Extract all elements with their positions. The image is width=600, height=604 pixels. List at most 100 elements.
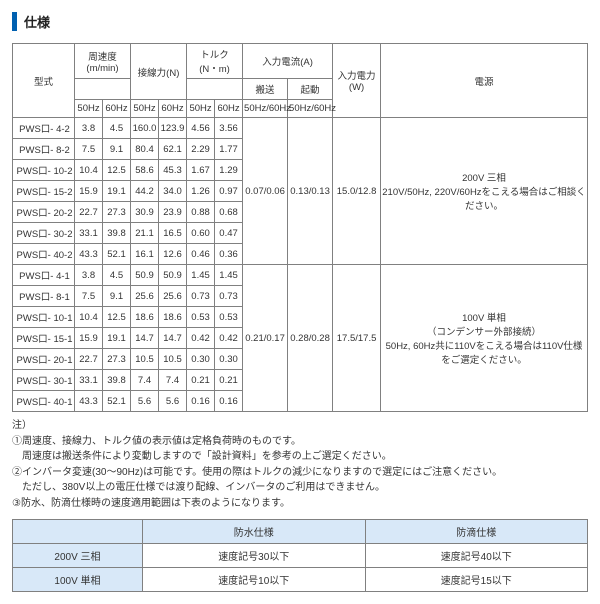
model-cell: PWS口- 20-2 xyxy=(13,202,75,223)
value-cell: 0.53 xyxy=(187,307,215,328)
model-cell: PWS口- 20-1 xyxy=(13,349,75,370)
note-line: ②インバータ変速(30～90Hz)は可能です。使用の際はトルクの減少になりますの… xyxy=(12,467,502,478)
main-spec-table: 型式 周速度 (m/min) 接線力(N) トルク (N・m) 入力電流(A) … xyxy=(12,43,588,412)
value-cell: 0.42 xyxy=(187,328,215,349)
value-cell: 39.8 xyxy=(103,370,131,391)
model-cell: PWS口- 30-2 xyxy=(13,223,75,244)
value-cell: 23.9 xyxy=(159,202,187,223)
note-line: 周速度は搬送条件により変動しますので「設計資料」を参考の上ご選定ください。 xyxy=(12,451,392,462)
current-conveying-cell: 0.21/0.17 xyxy=(243,265,288,412)
value-cell: 4.5 xyxy=(103,265,131,286)
model-cell: PWS口- 8-2 xyxy=(13,139,75,160)
th-hzpair: 50Hz/60Hz xyxy=(243,100,288,118)
value-cell: 0.47 xyxy=(215,223,243,244)
value-cell: 0.46 xyxy=(187,244,215,265)
notes-label: 注） xyxy=(12,420,32,431)
value-cell: 25.6 xyxy=(159,286,187,307)
value-cell: 5.6 xyxy=(131,391,159,412)
th-current: 入力電流(A) xyxy=(243,44,333,79)
power-cell: 17.5/17.5 xyxy=(333,265,381,412)
value-cell: 160.0 xyxy=(131,118,159,139)
value-cell: 9.1 xyxy=(103,139,131,160)
model-cell: PWS口- 15-1 xyxy=(13,328,75,349)
value-cell: 43.3 xyxy=(75,244,103,265)
value-cell: 0.30 xyxy=(215,349,243,370)
th-tangential: 接線力(N) xyxy=(131,44,187,100)
value-cell: 19.1 xyxy=(103,328,131,349)
value-cell: 0.36 xyxy=(215,244,243,265)
value-cell: 27.3 xyxy=(103,202,131,223)
th-power: 入力電力 (W) xyxy=(333,44,381,118)
value-cell: 43.3 xyxy=(75,391,103,412)
value-cell: 1.45 xyxy=(187,265,215,286)
value-cell: 0.73 xyxy=(187,286,215,307)
value-cell: 3.56 xyxy=(215,118,243,139)
value-cell: 45.3 xyxy=(159,160,187,181)
source-cell: 200V 三相 210V/50Hz, 220V/60Hzをこえる場合はご相談くだ… xyxy=(381,118,588,265)
sub-spec-table: 防水仕様 防滴仕様 200V 三相 速度記号30以下 速度記号40以下 100V… xyxy=(12,519,588,592)
value-cell: 0.21 xyxy=(187,370,215,391)
value-cell: 33.1 xyxy=(75,370,103,391)
th-50hz: 50Hz xyxy=(187,100,215,118)
value-cell: 4.5 xyxy=(103,118,131,139)
th-starting: 起動 xyxy=(288,79,333,100)
current-conveying-cell: 0.07/0.06 xyxy=(243,118,288,265)
value-cell: 16.1 xyxy=(131,244,159,265)
value-cell: 30.9 xyxy=(131,202,159,223)
value-cell: 0.16 xyxy=(187,391,215,412)
value-cell: 15.9 xyxy=(75,328,103,349)
value-cell: 50.9 xyxy=(159,265,187,286)
value-cell: 52.1 xyxy=(103,244,131,265)
value-cell: 0.42 xyxy=(215,328,243,349)
value-cell: 0.16 xyxy=(215,391,243,412)
value-cell: 1.67 xyxy=(187,160,215,181)
model-cell: PWS口- 10-1 xyxy=(13,307,75,328)
value-cell: 27.3 xyxy=(103,349,131,370)
sub-cell: 速度記号10以下 xyxy=(143,568,366,592)
notes-block: 注） ①周速度、接線力、トルク値の表示値は定格負荷時のものです。 周速度は搬送条… xyxy=(12,418,588,511)
value-cell: 39.8 xyxy=(103,223,131,244)
th-50hz: 50Hz xyxy=(131,100,159,118)
sub-cell: 速度記号30以下 xyxy=(143,544,366,568)
value-cell: 34.0 xyxy=(159,181,187,202)
sub-th-dripproof: 防滴仕様 xyxy=(365,520,588,544)
th-model: 型式 xyxy=(13,44,75,118)
note-line: ①周速度、接線力、トルク値の表示値は定格負荷時のものです。 xyxy=(12,436,301,447)
model-cell: PWS口- 30-1 xyxy=(13,370,75,391)
value-cell: 3.8 xyxy=(75,118,103,139)
value-cell: 123.9 xyxy=(159,118,187,139)
value-cell: 10.5 xyxy=(131,349,159,370)
value-cell: 0.97 xyxy=(215,181,243,202)
th-peripheral: 周速度 (m/min) xyxy=(75,44,131,79)
value-cell: 2.29 xyxy=(187,139,215,160)
value-cell: 12.6 xyxy=(159,244,187,265)
value-cell: 58.6 xyxy=(131,160,159,181)
value-cell: 4.56 xyxy=(187,118,215,139)
value-cell: 21.1 xyxy=(131,223,159,244)
model-cell: PWS口- 4-2 xyxy=(13,118,75,139)
model-cell: PWS口- 8-1 xyxy=(13,286,75,307)
th-hzpair: 50Hz/60Hz xyxy=(288,100,333,118)
value-cell: 12.5 xyxy=(103,307,131,328)
value-cell: 19.1 xyxy=(103,181,131,202)
model-cell: PWS口- 15-2 xyxy=(13,181,75,202)
value-cell: 1.45 xyxy=(215,265,243,286)
value-cell: 50.9 xyxy=(131,265,159,286)
sub-row-label: 100V 単相 xyxy=(13,568,143,592)
model-cell: PWS口- 10-2 xyxy=(13,160,75,181)
value-cell: 62.1 xyxy=(159,139,187,160)
value-cell: 3.8 xyxy=(75,265,103,286)
sub-row-label: 200V 三相 xyxy=(13,544,143,568)
sub-cell: 速度記号40以下 xyxy=(365,544,588,568)
note-line: ③防水、防滴仕様時の速度適用範囲は下表のようになります。 xyxy=(12,498,290,509)
value-cell: 10.4 xyxy=(75,307,103,328)
value-cell: 1.26 xyxy=(187,181,215,202)
value-cell: 33.1 xyxy=(75,223,103,244)
th-60hz: 60Hz xyxy=(103,100,131,118)
model-cell: PWS口- 40-2 xyxy=(13,244,75,265)
value-cell: 1.77 xyxy=(215,139,243,160)
th-source: 電源 xyxy=(381,44,588,118)
value-cell: 7.4 xyxy=(131,370,159,391)
source-cell: 100V 単相 （コンデンサー外部接続） 50Hz, 60Hz共に110Vをこえ… xyxy=(381,265,588,412)
value-cell: 22.7 xyxy=(75,202,103,223)
